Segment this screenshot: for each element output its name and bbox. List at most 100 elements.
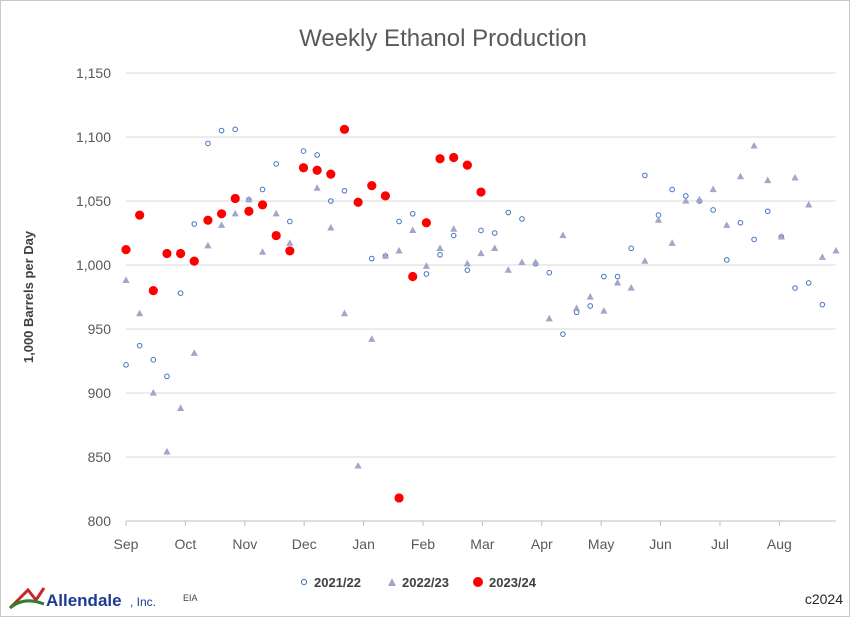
data-point xyxy=(792,285,798,291)
data-point xyxy=(559,231,567,239)
data-point xyxy=(435,154,445,164)
data-point xyxy=(601,273,607,280)
legend-label-2021-22: 2021/22 xyxy=(314,575,361,590)
data-point xyxy=(368,335,376,342)
x-axis: Sep Oct Nov Dec Jan Feb Mar Apr May Jun Jul Aug xyxy=(114,520,836,552)
data-point xyxy=(203,215,213,225)
y-tick-label: 1,100 xyxy=(76,129,111,145)
data-point xyxy=(327,223,335,231)
data-point xyxy=(190,349,198,356)
y-tick-label: 1,050 xyxy=(76,193,111,209)
data-point xyxy=(532,258,540,266)
data-point xyxy=(245,195,253,203)
data-point xyxy=(437,251,443,258)
data-point xyxy=(257,200,268,210)
x-tick-label: Dec xyxy=(292,536,317,552)
data-point xyxy=(176,248,186,259)
legend-label-2022-23: 2022/23 xyxy=(402,575,449,590)
data-point xyxy=(232,126,239,133)
y-tick-label: 1,150 xyxy=(76,65,111,81)
data-point xyxy=(189,256,199,266)
data-point xyxy=(449,152,459,163)
data-point xyxy=(600,307,608,314)
legend-marker-2023-24 xyxy=(473,577,483,587)
series-2022-23 xyxy=(122,141,840,469)
data-point xyxy=(423,271,430,277)
data-point xyxy=(409,211,416,217)
data-points xyxy=(121,124,840,503)
y-tick-labels: 800 850 900 950 1,000 1,050 1,100 1,150 xyxy=(76,65,111,529)
data-point xyxy=(340,309,349,317)
data-point xyxy=(586,293,594,300)
data-point xyxy=(723,257,730,263)
logo-text: Allendale xyxy=(46,591,122,610)
data-point xyxy=(409,226,417,234)
data-point xyxy=(394,493,404,503)
allendale-logo: Allendale , Inc. xyxy=(8,587,156,610)
data-point xyxy=(641,257,649,264)
data-point xyxy=(805,280,812,286)
data-point xyxy=(217,221,226,228)
data-point xyxy=(627,284,635,291)
data-point xyxy=(421,218,431,228)
data-point xyxy=(380,191,391,201)
x-tick-label: Jan xyxy=(352,536,375,552)
data-point xyxy=(273,161,279,167)
data-point xyxy=(328,198,334,204)
legend-label-2023-24: 2023/24 xyxy=(489,575,537,590)
data-point xyxy=(560,331,566,337)
data-point xyxy=(396,218,402,225)
data-point xyxy=(723,221,731,228)
data-point xyxy=(450,225,458,232)
data-point xyxy=(326,169,336,179)
data-point xyxy=(381,252,390,259)
source-label: EIA xyxy=(183,593,198,603)
y-axis-label: 1,000 Barrels per Day xyxy=(21,230,36,363)
data-point xyxy=(314,152,320,158)
data-point xyxy=(518,258,526,266)
data-point xyxy=(777,232,785,240)
data-point xyxy=(287,218,293,225)
logo-suffix: , Inc. xyxy=(130,595,156,609)
data-point xyxy=(298,163,309,173)
data-point xyxy=(504,266,512,273)
y-tick-label: 950 xyxy=(88,321,112,337)
data-point xyxy=(491,244,499,251)
data-point xyxy=(764,176,772,184)
x-tick-label: Jul xyxy=(711,536,729,552)
copyright-label: c2024 xyxy=(805,591,843,607)
data-point xyxy=(150,356,157,363)
data-point xyxy=(408,271,418,282)
data-point xyxy=(204,241,212,249)
data-point xyxy=(614,273,621,280)
logo-swoosh-icon xyxy=(8,587,46,610)
data-point xyxy=(642,172,648,179)
data-point xyxy=(191,221,198,227)
data-point xyxy=(313,184,321,191)
data-point xyxy=(736,172,745,180)
data-point xyxy=(285,246,295,256)
data-point xyxy=(136,342,143,349)
data-point xyxy=(737,219,744,226)
data-point xyxy=(832,246,840,254)
data-point xyxy=(136,309,144,317)
data-point xyxy=(422,262,430,269)
data-point xyxy=(463,259,471,267)
data-point xyxy=(230,193,240,204)
data-point xyxy=(312,165,322,175)
data-point xyxy=(818,253,826,260)
data-point xyxy=(216,209,227,219)
series-2021-22 xyxy=(123,126,826,380)
y-tick-label: 1,000 xyxy=(76,257,111,273)
data-point xyxy=(353,197,363,207)
x-tick-label: Sep xyxy=(114,536,139,552)
legend-marker-2022-23 xyxy=(388,578,396,586)
data-point xyxy=(164,373,170,380)
data-point xyxy=(258,248,267,255)
data-point xyxy=(682,197,690,204)
data-point xyxy=(613,278,622,286)
x-tick-label: Nov xyxy=(232,536,257,552)
data-point xyxy=(587,303,594,309)
x-tick-label: Jun xyxy=(649,536,672,552)
data-point xyxy=(805,200,813,208)
